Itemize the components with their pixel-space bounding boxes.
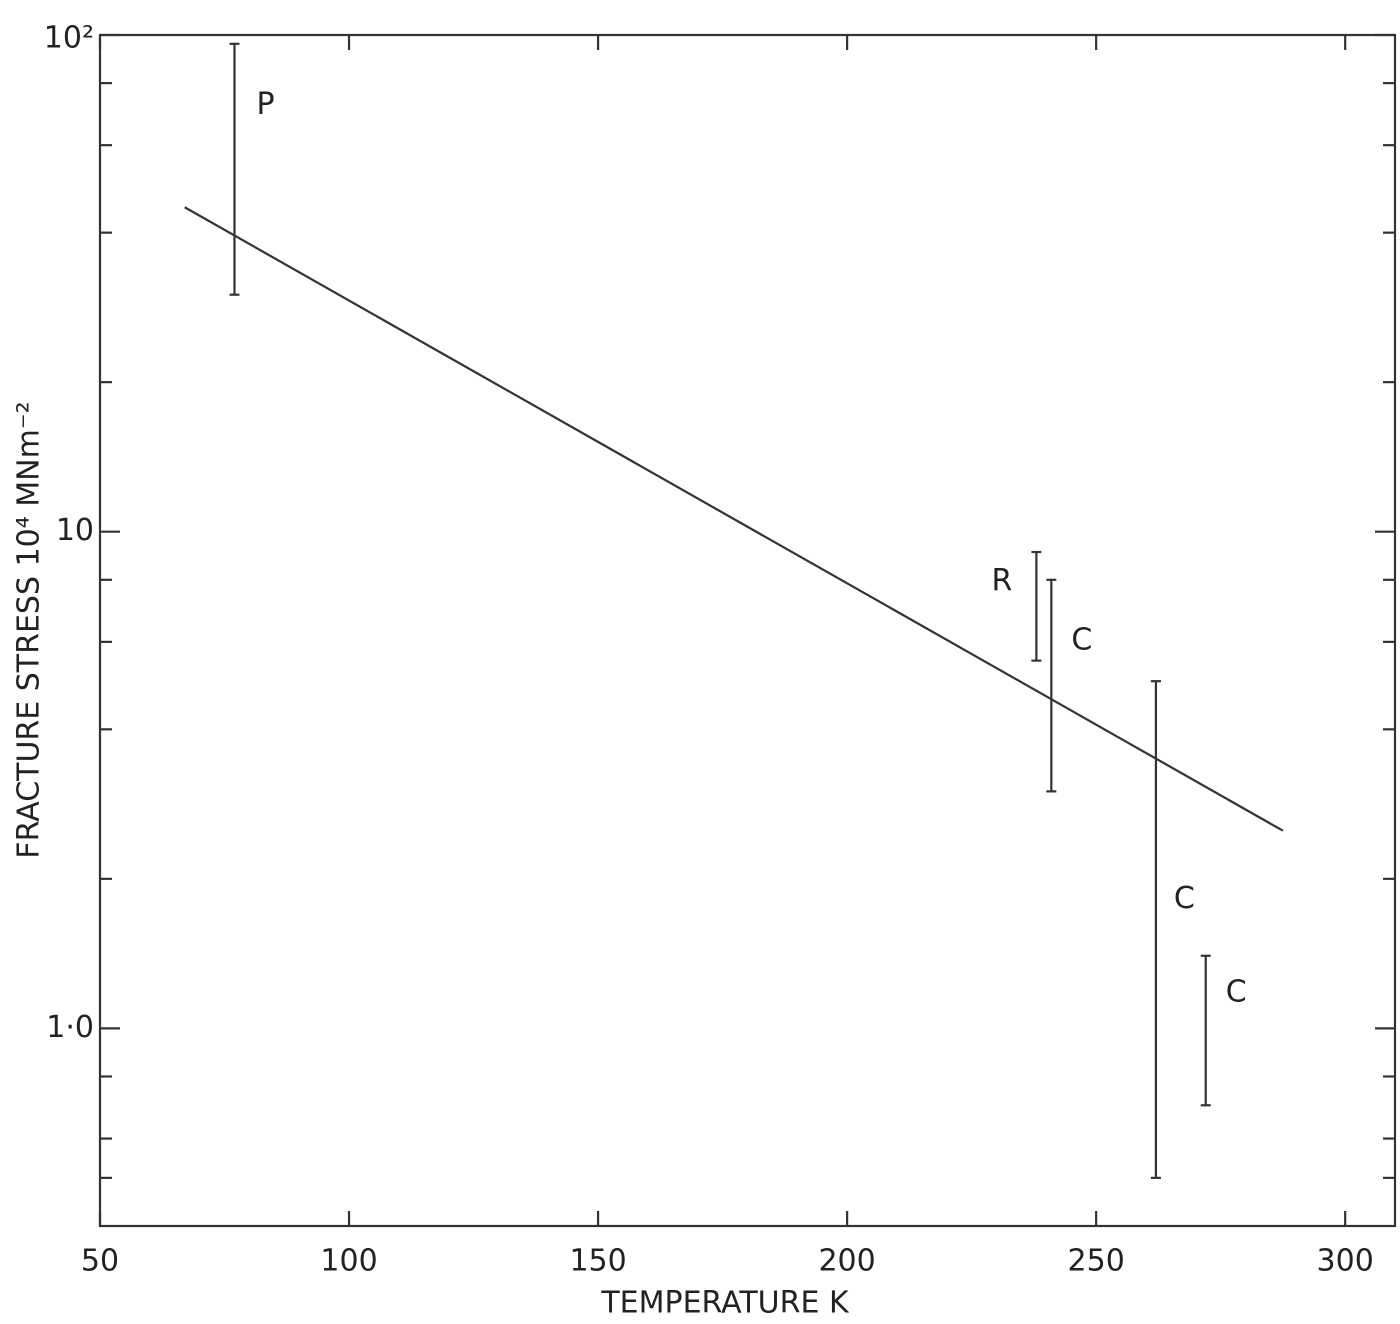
x-tick-label: 300 <box>1317 1244 1374 1279</box>
x-tick-label: 100 <box>320 1244 377 1279</box>
x-axis-label: TEMPERATURE K <box>600 1286 850 1321</box>
error-bar-label: C <box>1226 975 1247 1010</box>
x-tick-label: 200 <box>818 1244 875 1279</box>
error-bar-label: C <box>1071 623 1092 658</box>
x-tick-label: 250 <box>1068 1244 1125 1279</box>
y-tick-label: 1·0 <box>46 1010 94 1045</box>
plot-frame <box>98 33 1397 1228</box>
y-tick-label: 10 <box>56 513 94 548</box>
x-tick-label: 50 <box>81 1244 119 1279</box>
y-tick-label: 10² <box>44 21 94 56</box>
error-bar-label: C <box>1174 881 1195 916</box>
error-bar-label: R <box>992 563 1013 598</box>
x-tick-label: 150 <box>569 1244 626 1279</box>
fit-line <box>184 206 1284 832</box>
error-bar-label: P <box>256 87 274 122</box>
y-axis-label: FRACTURE STRESS 10⁴ MNm⁻² <box>12 401 47 858</box>
